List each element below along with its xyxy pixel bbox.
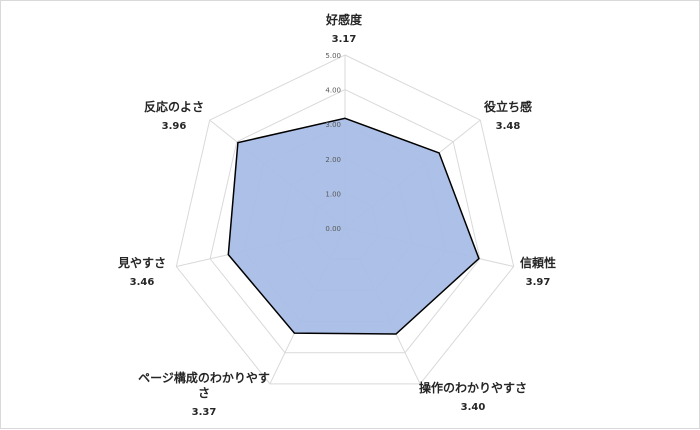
data-series-area <box>227 117 480 335</box>
axis-label: 見やすさ <box>117 255 166 270</box>
grid-ring-4 <box>209 89 481 354</box>
data-label: 3.46 <box>130 277 155 288</box>
data-label: 3.96 <box>162 121 187 132</box>
data-label: 3.97 <box>526 277 551 288</box>
axis-label: 信頼性 <box>520 255 556 270</box>
tick-label: 5.00 <box>325 52 341 60</box>
axis-label: 反応のよさ <box>144 99 204 114</box>
axis-label: 好感度 <box>325 12 363 27</box>
tick-label: 2.00 <box>325 156 341 164</box>
tick-label: 4.00 <box>325 87 341 95</box>
data-label: 3.37 <box>192 407 217 418</box>
data-label: 3.48 <box>496 121 521 132</box>
tick-label: 0.00 <box>325 225 341 233</box>
axis-label: さ <box>198 386 210 400</box>
data-label: 3.40 <box>461 402 486 413</box>
tick-label: 3.00 <box>325 121 341 129</box>
axis-label: 役立ち感 <box>484 99 532 114</box>
axis-label: ページ構成のわかりやす <box>138 370 270 385</box>
grid-ring-5 <box>175 54 515 385</box>
tick-label: 1.00 <box>325 190 341 198</box>
axis-label: 操作のわかりやすさ <box>419 380 527 395</box>
data-label: 3.17 <box>332 34 357 45</box>
